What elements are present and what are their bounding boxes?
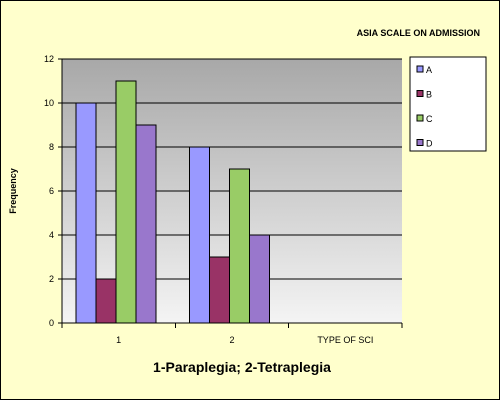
bar: [208, 256, 230, 324]
bar: [248, 234, 270, 324]
legend-label: A: [426, 65, 432, 75]
y-tick-label: 8: [49, 142, 54, 152]
bar: [115, 80, 137, 324]
bar: [188, 146, 210, 324]
y-tick-label: 10: [44, 98, 54, 108]
y-tick-label: 6: [49, 186, 54, 196]
legend-box: [409, 56, 487, 152]
x-tick-label: 2: [229, 335, 234, 345]
legend-swatch: [416, 90, 424, 97]
legend-label: C: [426, 114, 433, 124]
x-tick-label: TYPE OF SCI: [317, 335, 373, 345]
legend-label: B: [426, 90, 432, 100]
legend: A B C D: [409, 56, 487, 152]
legend-swatch: [416, 139, 424, 146]
bar: [228, 168, 250, 324]
x-tick-label: 1: [116, 335, 121, 345]
y-tick-label: 0: [49, 318, 54, 328]
legend-label: D: [426, 139, 433, 149]
legend-swatch: [416, 65, 424, 73]
bar: [95, 278, 117, 324]
bar: [135, 124, 157, 324]
y-axis-label: Frequency: [8, 168, 18, 214]
legend-swatch: [416, 114, 424, 122]
x-axis-label: 1-Paraplegia; 2-Tetraplegia: [153, 359, 331, 375]
y-tick-label: 12: [44, 54, 54, 64]
y-tick-label: 2: [49, 274, 54, 284]
bars-layer: [75, 80, 270, 324]
bar: [75, 102, 97, 324]
y-tick-label: 4: [49, 230, 54, 240]
chart-title: ASIA SCALE ON ADMISSION: [357, 28, 480, 38]
